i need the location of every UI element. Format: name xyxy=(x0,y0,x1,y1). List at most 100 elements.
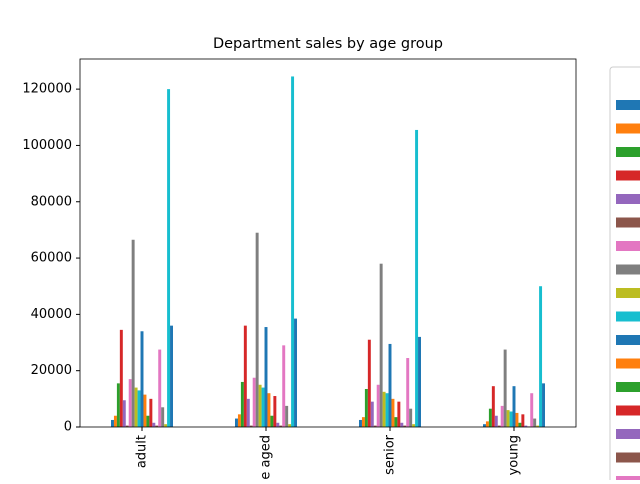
y-tick-label: 100000 xyxy=(22,138,72,153)
legend-swatch xyxy=(616,194,640,204)
bar xyxy=(503,349,507,427)
bar xyxy=(167,89,171,427)
bar xyxy=(113,415,117,427)
bar xyxy=(294,318,297,427)
bar xyxy=(240,381,244,427)
bar xyxy=(128,379,132,427)
bar xyxy=(367,339,371,427)
bar xyxy=(122,400,126,427)
bar xyxy=(276,422,280,427)
bar xyxy=(155,425,159,427)
bar xyxy=(140,331,144,427)
x-tick-label: senior xyxy=(383,434,398,475)
bar xyxy=(111,419,114,427)
bar xyxy=(143,394,147,427)
bar xyxy=(137,390,141,427)
legend-swatch xyxy=(616,288,640,298)
bar xyxy=(270,415,274,427)
bar xyxy=(243,325,247,427)
bar xyxy=(119,329,123,427)
bar xyxy=(125,425,129,427)
legend-swatch xyxy=(616,147,640,157)
y-tick-label: 120000 xyxy=(22,82,72,97)
legend-swatch xyxy=(616,382,640,392)
bar xyxy=(288,424,292,427)
bar xyxy=(258,384,262,427)
bar xyxy=(116,383,120,427)
legend-swatch xyxy=(616,217,640,228)
x-tick-label: adult xyxy=(135,435,150,468)
bar xyxy=(146,415,150,427)
bar xyxy=(370,401,374,427)
bar xyxy=(542,383,545,427)
chart-title: Department sales by age group xyxy=(213,36,443,52)
bar xyxy=(412,424,416,427)
bar xyxy=(494,415,498,427)
bar xyxy=(500,405,504,427)
bar xyxy=(382,391,386,427)
bar xyxy=(536,425,540,427)
bar xyxy=(170,325,173,427)
bar xyxy=(273,396,277,427)
legend-swatch xyxy=(616,311,640,322)
bar xyxy=(359,419,362,427)
bar xyxy=(255,232,259,427)
bar xyxy=(483,424,486,427)
bar xyxy=(285,405,289,427)
bar xyxy=(388,343,392,427)
bar xyxy=(164,424,168,427)
bar xyxy=(400,422,404,427)
bar xyxy=(512,386,516,427)
bar xyxy=(235,418,238,427)
bar xyxy=(394,417,398,427)
bar xyxy=(391,398,395,427)
bar xyxy=(279,425,283,427)
bar xyxy=(291,76,295,427)
legend-swatch xyxy=(616,100,640,110)
axes-frame xyxy=(79,58,577,428)
y-tick-label: 40000 xyxy=(31,307,72,322)
bar xyxy=(152,422,156,427)
bar xyxy=(264,327,268,427)
bar xyxy=(539,286,543,427)
y-tick-label: 80000 xyxy=(31,194,72,209)
bar xyxy=(373,425,377,427)
legend-swatch xyxy=(616,170,640,181)
bar xyxy=(252,377,256,427)
bar xyxy=(249,425,253,427)
legend-swatch xyxy=(616,335,640,345)
bar xyxy=(397,401,401,427)
bar xyxy=(524,425,528,427)
bar xyxy=(282,345,286,427)
bar xyxy=(261,387,265,427)
bar xyxy=(521,414,525,427)
bar xyxy=(131,239,135,427)
y-tick-label: 20000 xyxy=(31,363,72,378)
bar xyxy=(506,410,510,427)
legend-swatch xyxy=(616,358,640,369)
bar xyxy=(530,393,534,427)
bar xyxy=(246,398,250,427)
legend-swatch xyxy=(616,241,640,251)
x-tick-label: young xyxy=(507,435,522,475)
legend-swatch xyxy=(616,405,640,416)
bar xyxy=(158,349,162,427)
bar xyxy=(237,414,241,427)
bar xyxy=(415,129,419,428)
bar xyxy=(379,263,383,427)
legend-swatch xyxy=(616,264,640,275)
x-tick-label: middle aged xyxy=(259,435,274,480)
y-tick-label: 60000 xyxy=(31,251,72,266)
bar xyxy=(361,417,365,427)
bar xyxy=(409,408,413,427)
bar xyxy=(376,384,380,427)
bar xyxy=(364,388,368,427)
bar xyxy=(134,387,138,427)
legend-swatch xyxy=(616,476,640,484)
y-tick-label: 0 xyxy=(64,420,72,435)
bar xyxy=(403,425,407,427)
legend-swatch xyxy=(616,429,640,439)
legend-swatch xyxy=(616,452,640,463)
